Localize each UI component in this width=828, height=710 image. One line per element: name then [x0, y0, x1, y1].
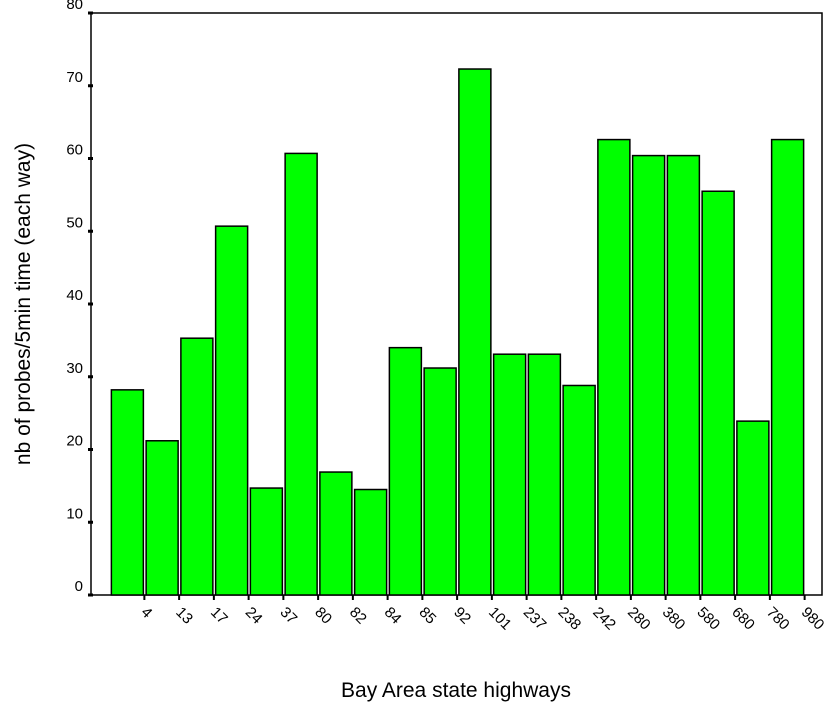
x-tick-label: 17: [207, 604, 231, 628]
x-tick-label: 24: [242, 604, 266, 628]
x-tick-label: 4: [138, 604, 156, 622]
x-tick-label: 780: [763, 604, 793, 634]
bar: [666, 154, 701, 596]
x-tick-label: 238: [555, 604, 585, 634]
bar: [249, 487, 284, 596]
bar: [319, 471, 353, 596]
bar: [388, 346, 423, 596]
y-tick-label: 10: [66, 505, 83, 522]
bar: [110, 389, 145, 596]
bar: [180, 337, 214, 596]
x-tick-label: 84: [381, 604, 405, 628]
bar: [562, 384, 596, 596]
x-tick-label: 85: [416, 604, 440, 628]
y-tick-label: 40: [66, 287, 83, 304]
bar: [597, 138, 631, 596]
bar: [492, 353, 527, 596]
x-tick-label: 242: [589, 604, 619, 634]
x-tick-label: 237: [520, 604, 550, 634]
bar: [214, 225, 249, 596]
x-tick-label: 980: [798, 604, 828, 634]
x-tick-label: 80: [311, 604, 335, 628]
x-tick-label: 92: [450, 604, 474, 628]
y-tick-label: 0: [75, 578, 83, 595]
bar: [284, 152, 318, 596]
x-tick-label: 101: [485, 604, 515, 634]
bar: [527, 353, 562, 596]
y-axis-title: nb of probes/5min time (each way): [12, 143, 35, 465]
bar: [458, 68, 492, 596]
bar: [423, 367, 457, 596]
bar: [701, 190, 735, 596]
x-tick-label: 13: [172, 604, 196, 628]
bar: [770, 138, 805, 596]
x-tick-label: 280: [624, 604, 654, 634]
y-tick-label: 80: [66, 0, 83, 13]
y-tick-label: 70: [66, 69, 83, 86]
y-tick-label: 20: [66, 433, 83, 450]
x-tick-label: 680: [728, 604, 758, 634]
bar: [631, 154, 666, 596]
y-tick-label: 50: [66, 214, 83, 231]
x-axis-title: Bay Area state highways: [341, 679, 571, 702]
y-tick-label: 60: [66, 142, 83, 159]
x-tick-label: 380: [659, 604, 689, 634]
bar: [145, 440, 179, 596]
x-tick-label: 580: [694, 604, 724, 634]
x-tick-label: 37: [277, 604, 301, 628]
y-tick-label: 30: [66, 360, 83, 377]
bar: [736, 420, 770, 596]
bar: [353, 488, 388, 596]
x-tick-label: 82: [346, 604, 370, 628]
